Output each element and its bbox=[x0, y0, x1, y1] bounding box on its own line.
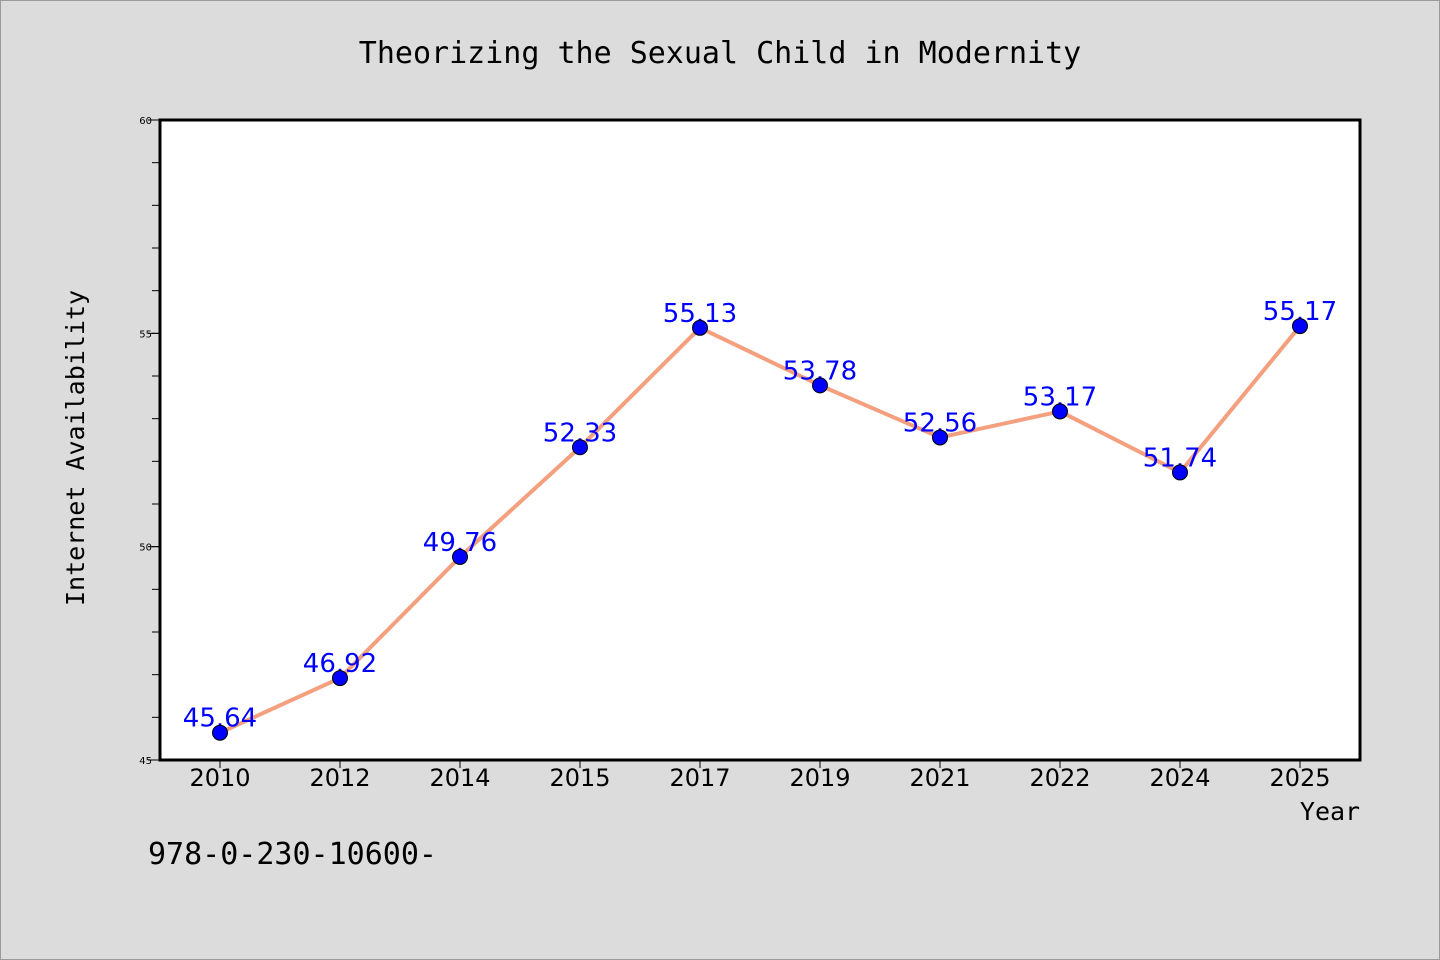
x-tick-label: 2021 bbox=[909, 764, 970, 792]
plot-area bbox=[158, 118, 1362, 762]
data-point bbox=[572, 439, 588, 456]
chart-title: Theorizing the Sexual Child in Modernity bbox=[359, 36, 1081, 71]
y-tick-label: 60 bbox=[139, 116, 152, 127]
x-tick-label: 2010 bbox=[189, 764, 250, 792]
footer-text: 978-0-230-10600- bbox=[148, 837, 437, 872]
y-tick-label: 55 bbox=[139, 329, 152, 340]
x-tick-label: 2024 bbox=[1149, 764, 1210, 792]
data-point bbox=[692, 319, 708, 336]
x-axis-ticks: 2010 2012 2014 2015 2017 2019 2021 2022 2024 2025 bbox=[189, 760, 1331, 792]
y-tick-label: 45 bbox=[139, 756, 152, 767]
x-tick-label: 2014 bbox=[429, 764, 490, 792]
data-point bbox=[1172, 464, 1188, 481]
data-point bbox=[1292, 318, 1308, 335]
data-points bbox=[212, 318, 1308, 741]
data-point bbox=[812, 377, 828, 394]
y-axis-ticks: 45 50 55 60 bbox=[139, 116, 160, 767]
x-axis-label: Year bbox=[1300, 797, 1360, 826]
data-point bbox=[332, 670, 348, 687]
data-point bbox=[932, 429, 948, 446]
x-tick-label: 2017 bbox=[669, 764, 730, 792]
series-line bbox=[219, 324, 1302, 735]
y-axis-label: Internet Availability bbox=[61, 290, 90, 606]
data-point bbox=[452, 548, 468, 565]
x-tick-label: 2012 bbox=[309, 764, 370, 792]
x-tick-label: 2019 bbox=[789, 764, 850, 792]
x-tick-label: 2025 bbox=[1269, 764, 1330, 792]
data-point bbox=[212, 724, 228, 741]
data-point bbox=[1052, 403, 1068, 420]
y-tick-label: 50 bbox=[139, 543, 152, 554]
x-tick-label: 2022 bbox=[1029, 764, 1090, 792]
x-tick-label: 2015 bbox=[549, 764, 610, 792]
